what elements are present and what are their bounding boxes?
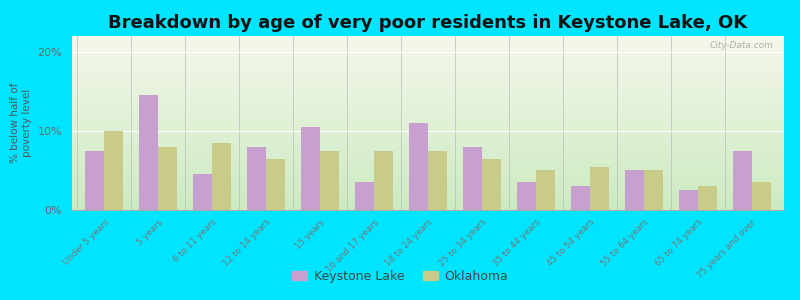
Bar xyxy=(302,127,320,210)
Bar xyxy=(355,182,374,210)
Bar xyxy=(463,147,482,210)
Bar xyxy=(733,151,752,210)
Bar xyxy=(752,182,770,210)
Bar xyxy=(86,151,104,210)
Bar xyxy=(590,167,609,210)
Bar xyxy=(482,159,501,210)
Bar xyxy=(679,190,698,210)
Bar xyxy=(644,170,662,210)
Y-axis label: % below half of
poverty level: % below half of poverty level xyxy=(10,83,32,163)
Bar xyxy=(194,174,212,210)
Bar xyxy=(698,186,717,210)
Bar xyxy=(625,170,644,210)
Bar xyxy=(320,151,339,210)
Text: City-Data.com: City-Data.com xyxy=(710,41,774,50)
Bar xyxy=(428,151,447,210)
Bar xyxy=(212,143,231,210)
Bar xyxy=(247,147,266,210)
Bar xyxy=(158,147,177,210)
Legend: Keystone Lake, Oklahoma: Keystone Lake, Oklahoma xyxy=(287,265,513,288)
Bar xyxy=(266,159,285,210)
Bar xyxy=(536,170,554,210)
Title: Breakdown by age of very poor residents in Keystone Lake, OK: Breakdown by age of very poor residents … xyxy=(109,14,747,32)
Bar xyxy=(139,95,158,210)
Bar xyxy=(571,186,590,210)
Bar xyxy=(104,131,123,210)
Bar xyxy=(374,151,393,210)
Bar xyxy=(409,123,428,210)
Bar xyxy=(517,182,536,210)
